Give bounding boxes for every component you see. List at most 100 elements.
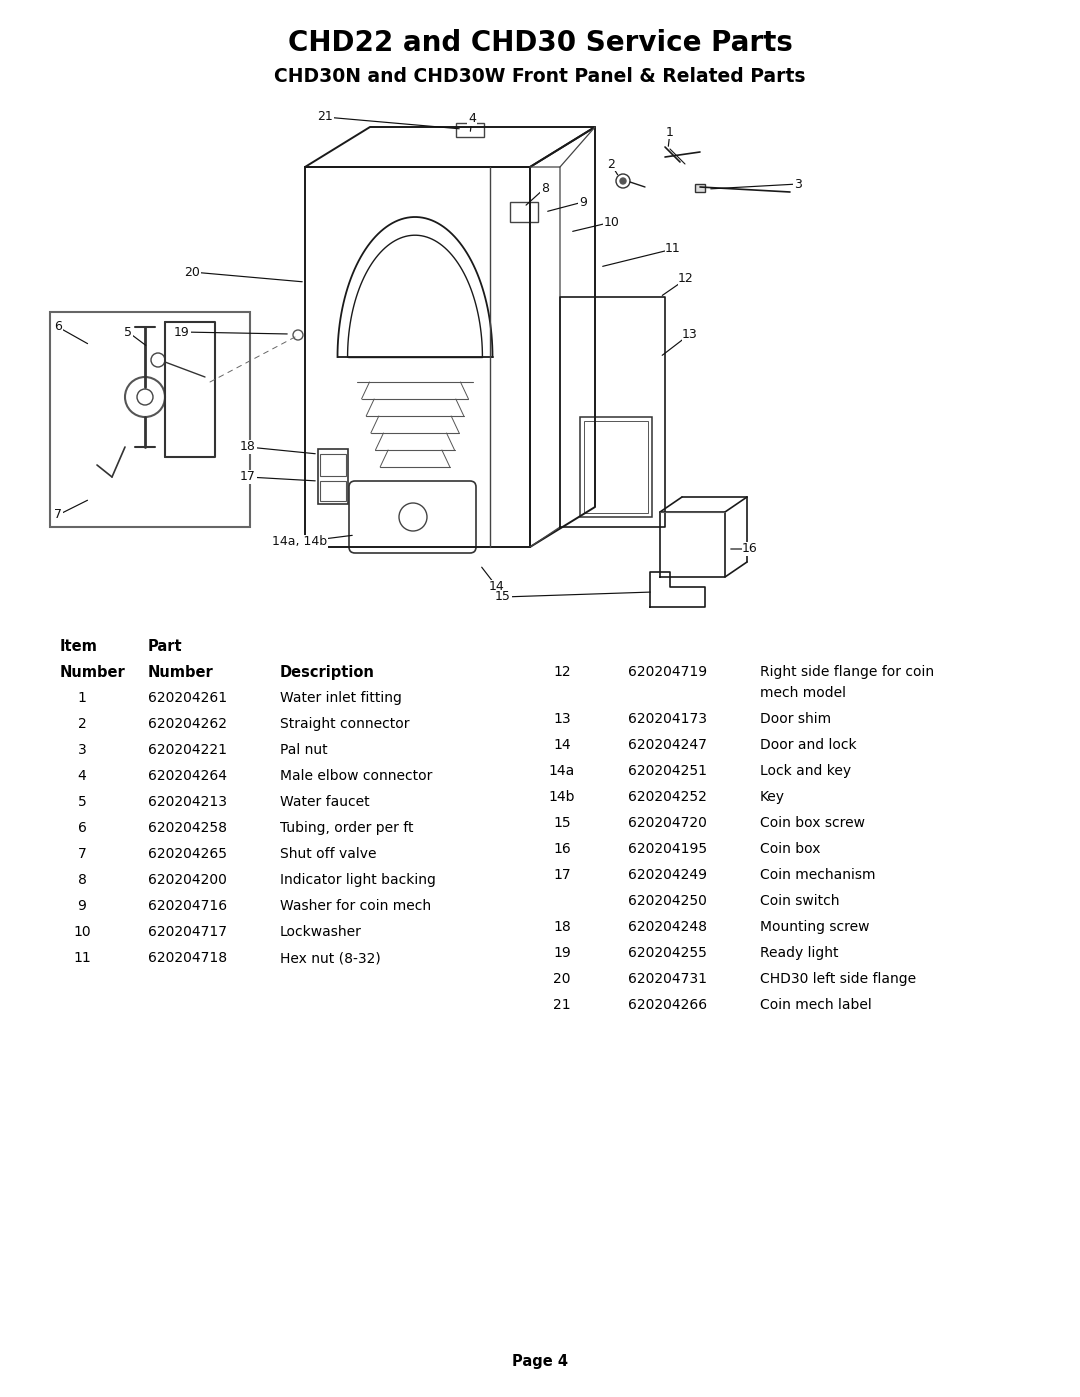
Text: Pal nut: Pal nut (280, 743, 327, 757)
Text: 620204249: 620204249 (627, 868, 707, 882)
Text: 620204264: 620204264 (148, 768, 227, 782)
Text: Number: Number (148, 665, 214, 680)
Text: Coin box screw: Coin box screw (760, 816, 865, 830)
Text: 20: 20 (553, 972, 570, 986)
Bar (456, 123, 484, 137)
Text: 6: 6 (54, 320, 62, 334)
Bar (584, 420, 648, 513)
Bar (580, 416, 652, 517)
Text: Coin mechanism: Coin mechanism (760, 868, 876, 882)
Text: Lock and key: Lock and key (760, 764, 851, 778)
Text: mech model: mech model (760, 686, 846, 700)
Text: 2: 2 (78, 717, 86, 731)
Text: Page 4: Page 4 (512, 1354, 568, 1369)
Text: 6: 6 (78, 821, 86, 835)
Text: 14: 14 (553, 738, 571, 752)
Text: 15: 15 (553, 816, 571, 830)
Text: 21: 21 (318, 110, 333, 123)
Text: 620204252: 620204252 (627, 789, 707, 803)
Text: 2: 2 (607, 158, 615, 170)
Bar (318, 448, 348, 504)
Text: 620204173: 620204173 (627, 712, 707, 726)
Text: Water faucet: Water faucet (280, 795, 369, 809)
Text: 8: 8 (541, 182, 549, 194)
Text: 620204716: 620204716 (148, 900, 227, 914)
Text: 19: 19 (174, 326, 190, 338)
Text: 620204258: 620204258 (148, 821, 227, 835)
Text: 3: 3 (794, 177, 802, 190)
Text: 21: 21 (553, 997, 571, 1011)
Text: 11: 11 (73, 951, 91, 965)
Text: 8: 8 (78, 873, 86, 887)
Text: Coin box: Coin box (760, 842, 821, 856)
Text: 14a, 14b: 14a, 14b (272, 535, 327, 549)
Text: Lockwasher: Lockwasher (280, 925, 362, 939)
Text: Item: Item (60, 638, 98, 654)
Text: 9: 9 (579, 196, 586, 208)
Text: Coin mech label: Coin mech label (760, 997, 872, 1011)
Text: 11: 11 (665, 243, 680, 256)
Text: 4: 4 (468, 113, 476, 126)
Text: 620204195: 620204195 (627, 842, 707, 856)
Text: Indicator light backing: Indicator light backing (280, 873, 436, 887)
Text: Mounting screw: Mounting screw (760, 919, 869, 933)
Text: Water inlet fitting: Water inlet fitting (280, 692, 402, 705)
Text: Coin switch: Coin switch (760, 894, 839, 908)
Text: Shut off valve: Shut off valve (280, 847, 377, 861)
Text: 20: 20 (184, 265, 200, 278)
Text: 16: 16 (742, 542, 758, 556)
Text: 9: 9 (78, 900, 86, 914)
Circle shape (620, 177, 626, 184)
Text: 10: 10 (604, 215, 620, 229)
Text: 620204248: 620204248 (627, 919, 707, 933)
Text: 620204255: 620204255 (627, 946, 707, 960)
Text: 3: 3 (78, 743, 86, 757)
Bar (50, 312, 249, 527)
Text: 620204262: 620204262 (148, 717, 227, 731)
Bar (320, 481, 346, 502)
Text: 16: 16 (553, 842, 571, 856)
Text: CHD30N and CHD30W Front Panel & Related Parts: CHD30N and CHD30W Front Panel & Related … (274, 67, 806, 87)
Text: 620204719: 620204719 (627, 665, 707, 679)
Text: Key: Key (760, 789, 785, 803)
Text: 10: 10 (73, 925, 91, 939)
Text: 14a: 14a (549, 764, 576, 778)
Bar (696, 184, 705, 191)
Text: 15: 15 (495, 591, 511, 604)
Text: Straight connector: Straight connector (280, 717, 409, 731)
Text: 620204718: 620204718 (148, 951, 227, 965)
Text: Part: Part (148, 638, 183, 654)
Text: 620204717: 620204717 (148, 925, 227, 939)
Text: 12: 12 (553, 665, 571, 679)
Text: Description: Description (280, 665, 375, 680)
Text: CHD22 and CHD30 Service Parts: CHD22 and CHD30 Service Parts (287, 29, 793, 57)
Text: 620204200: 620204200 (148, 873, 227, 887)
Text: Male elbow connector: Male elbow connector (280, 768, 432, 782)
Text: 620204213: 620204213 (148, 795, 227, 809)
Text: 12: 12 (678, 272, 693, 285)
Text: 17: 17 (240, 471, 256, 483)
Text: 1: 1 (78, 692, 86, 705)
Text: 620204221: 620204221 (148, 743, 227, 757)
Text: Right side flange for coin: Right side flange for coin (760, 665, 934, 679)
Text: 620204251: 620204251 (627, 764, 707, 778)
Text: CHD30 left side flange: CHD30 left side flange (760, 972, 916, 986)
Text: 18: 18 (240, 440, 256, 454)
Text: 620204731: 620204731 (627, 972, 707, 986)
Text: 620204261: 620204261 (148, 692, 227, 705)
Text: 7: 7 (54, 509, 62, 521)
Text: 7: 7 (78, 847, 86, 861)
Text: 17: 17 (553, 868, 571, 882)
Bar (510, 203, 538, 222)
Text: 620204265: 620204265 (148, 847, 227, 861)
Text: 14b: 14b (549, 789, 576, 803)
Text: 620204250: 620204250 (627, 894, 707, 908)
Text: 1: 1 (666, 126, 674, 138)
Text: 620204247: 620204247 (627, 738, 707, 752)
Text: 5: 5 (124, 326, 132, 338)
Text: 13: 13 (683, 327, 698, 341)
Text: Number: Number (60, 665, 125, 680)
Text: 19: 19 (553, 946, 571, 960)
Bar (320, 454, 346, 476)
Text: Door shim: Door shim (760, 712, 832, 726)
